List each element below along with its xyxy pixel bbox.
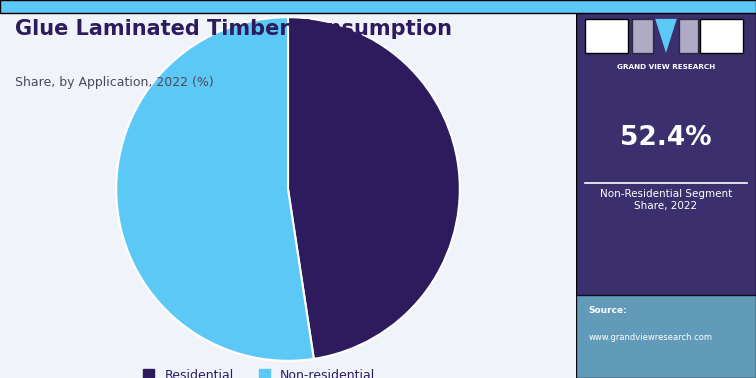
FancyBboxPatch shape [700, 19, 743, 53]
FancyBboxPatch shape [585, 19, 628, 53]
Text: 52.4%: 52.4% [620, 125, 712, 151]
Polygon shape [655, 19, 677, 53]
Legend: Residential, Non-residential: Residential, Non-residential [138, 364, 380, 378]
Text: Share, by Application, 2022 (%): Share, by Application, 2022 (%) [15, 76, 214, 88]
Text: www.grandviewresearch.com: www.grandviewresearch.com [589, 333, 713, 342]
FancyBboxPatch shape [679, 19, 699, 53]
Text: GRAND VIEW RESEARCH: GRAND VIEW RESEARCH [617, 64, 715, 70]
Text: Non-Residential Segment
Share, 2022: Non-Residential Segment Share, 2022 [600, 189, 732, 211]
FancyBboxPatch shape [576, 0, 756, 378]
Text: Glue Laminated Timber Consumption: Glue Laminated Timber Consumption [15, 19, 452, 39]
Text: Source:: Source: [589, 306, 627, 315]
Wedge shape [116, 17, 314, 361]
FancyBboxPatch shape [576, 295, 756, 378]
Wedge shape [288, 17, 460, 359]
FancyBboxPatch shape [632, 19, 653, 53]
